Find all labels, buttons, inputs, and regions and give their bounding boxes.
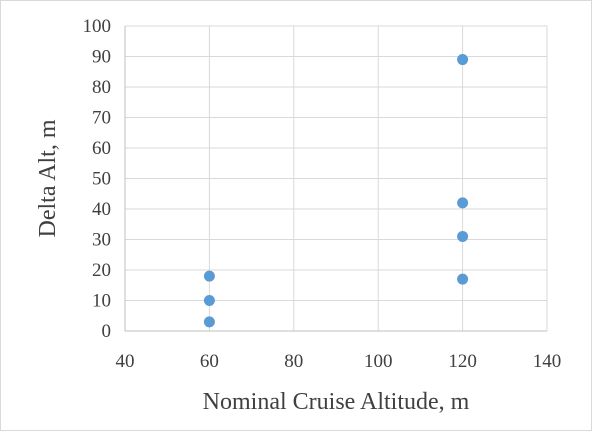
x-tick-label: 40 [116,351,135,372]
data-point [457,230,469,242]
y-tick-label: 40 [92,199,111,220]
gridlines [125,25,548,331]
y-tick-label: 50 [92,169,111,190]
data-points [203,54,469,328]
data-point [457,273,469,285]
y-tick-label: 10 [92,291,111,312]
x-tick-label: 120 [448,351,477,372]
x-tick-label: 60 [200,351,219,372]
x-axis-title: Nominal Cruise Altitude, m [203,389,470,415]
axes [124,26,547,332]
y-tick-label: 70 [92,108,111,129]
y-tick-label: 0 [102,321,112,342]
data-point [457,54,469,66]
data-point [203,270,215,282]
x-tick-label: 140 [533,351,562,372]
x-tick-label: 100 [364,351,393,372]
data-point [457,197,469,209]
data-point [203,316,215,328]
y-axis-title: Delta Alt, m [35,119,61,237]
data-point [203,295,215,306]
y-tick-label: 100 [83,16,112,37]
x-tick-label: 80 [284,351,303,372]
y-tick-label: 90 [92,47,111,68]
tick-labels: 0 10 20 30 40 50 60 70 80 90 100 40 60 80 100 120 140 [83,16,562,372]
y-tick-label: 80 [92,77,111,98]
y-tick-label: 60 [92,138,111,159]
y-tick-label: 20 [92,260,111,281]
y-tick-label: 30 [92,230,111,251]
